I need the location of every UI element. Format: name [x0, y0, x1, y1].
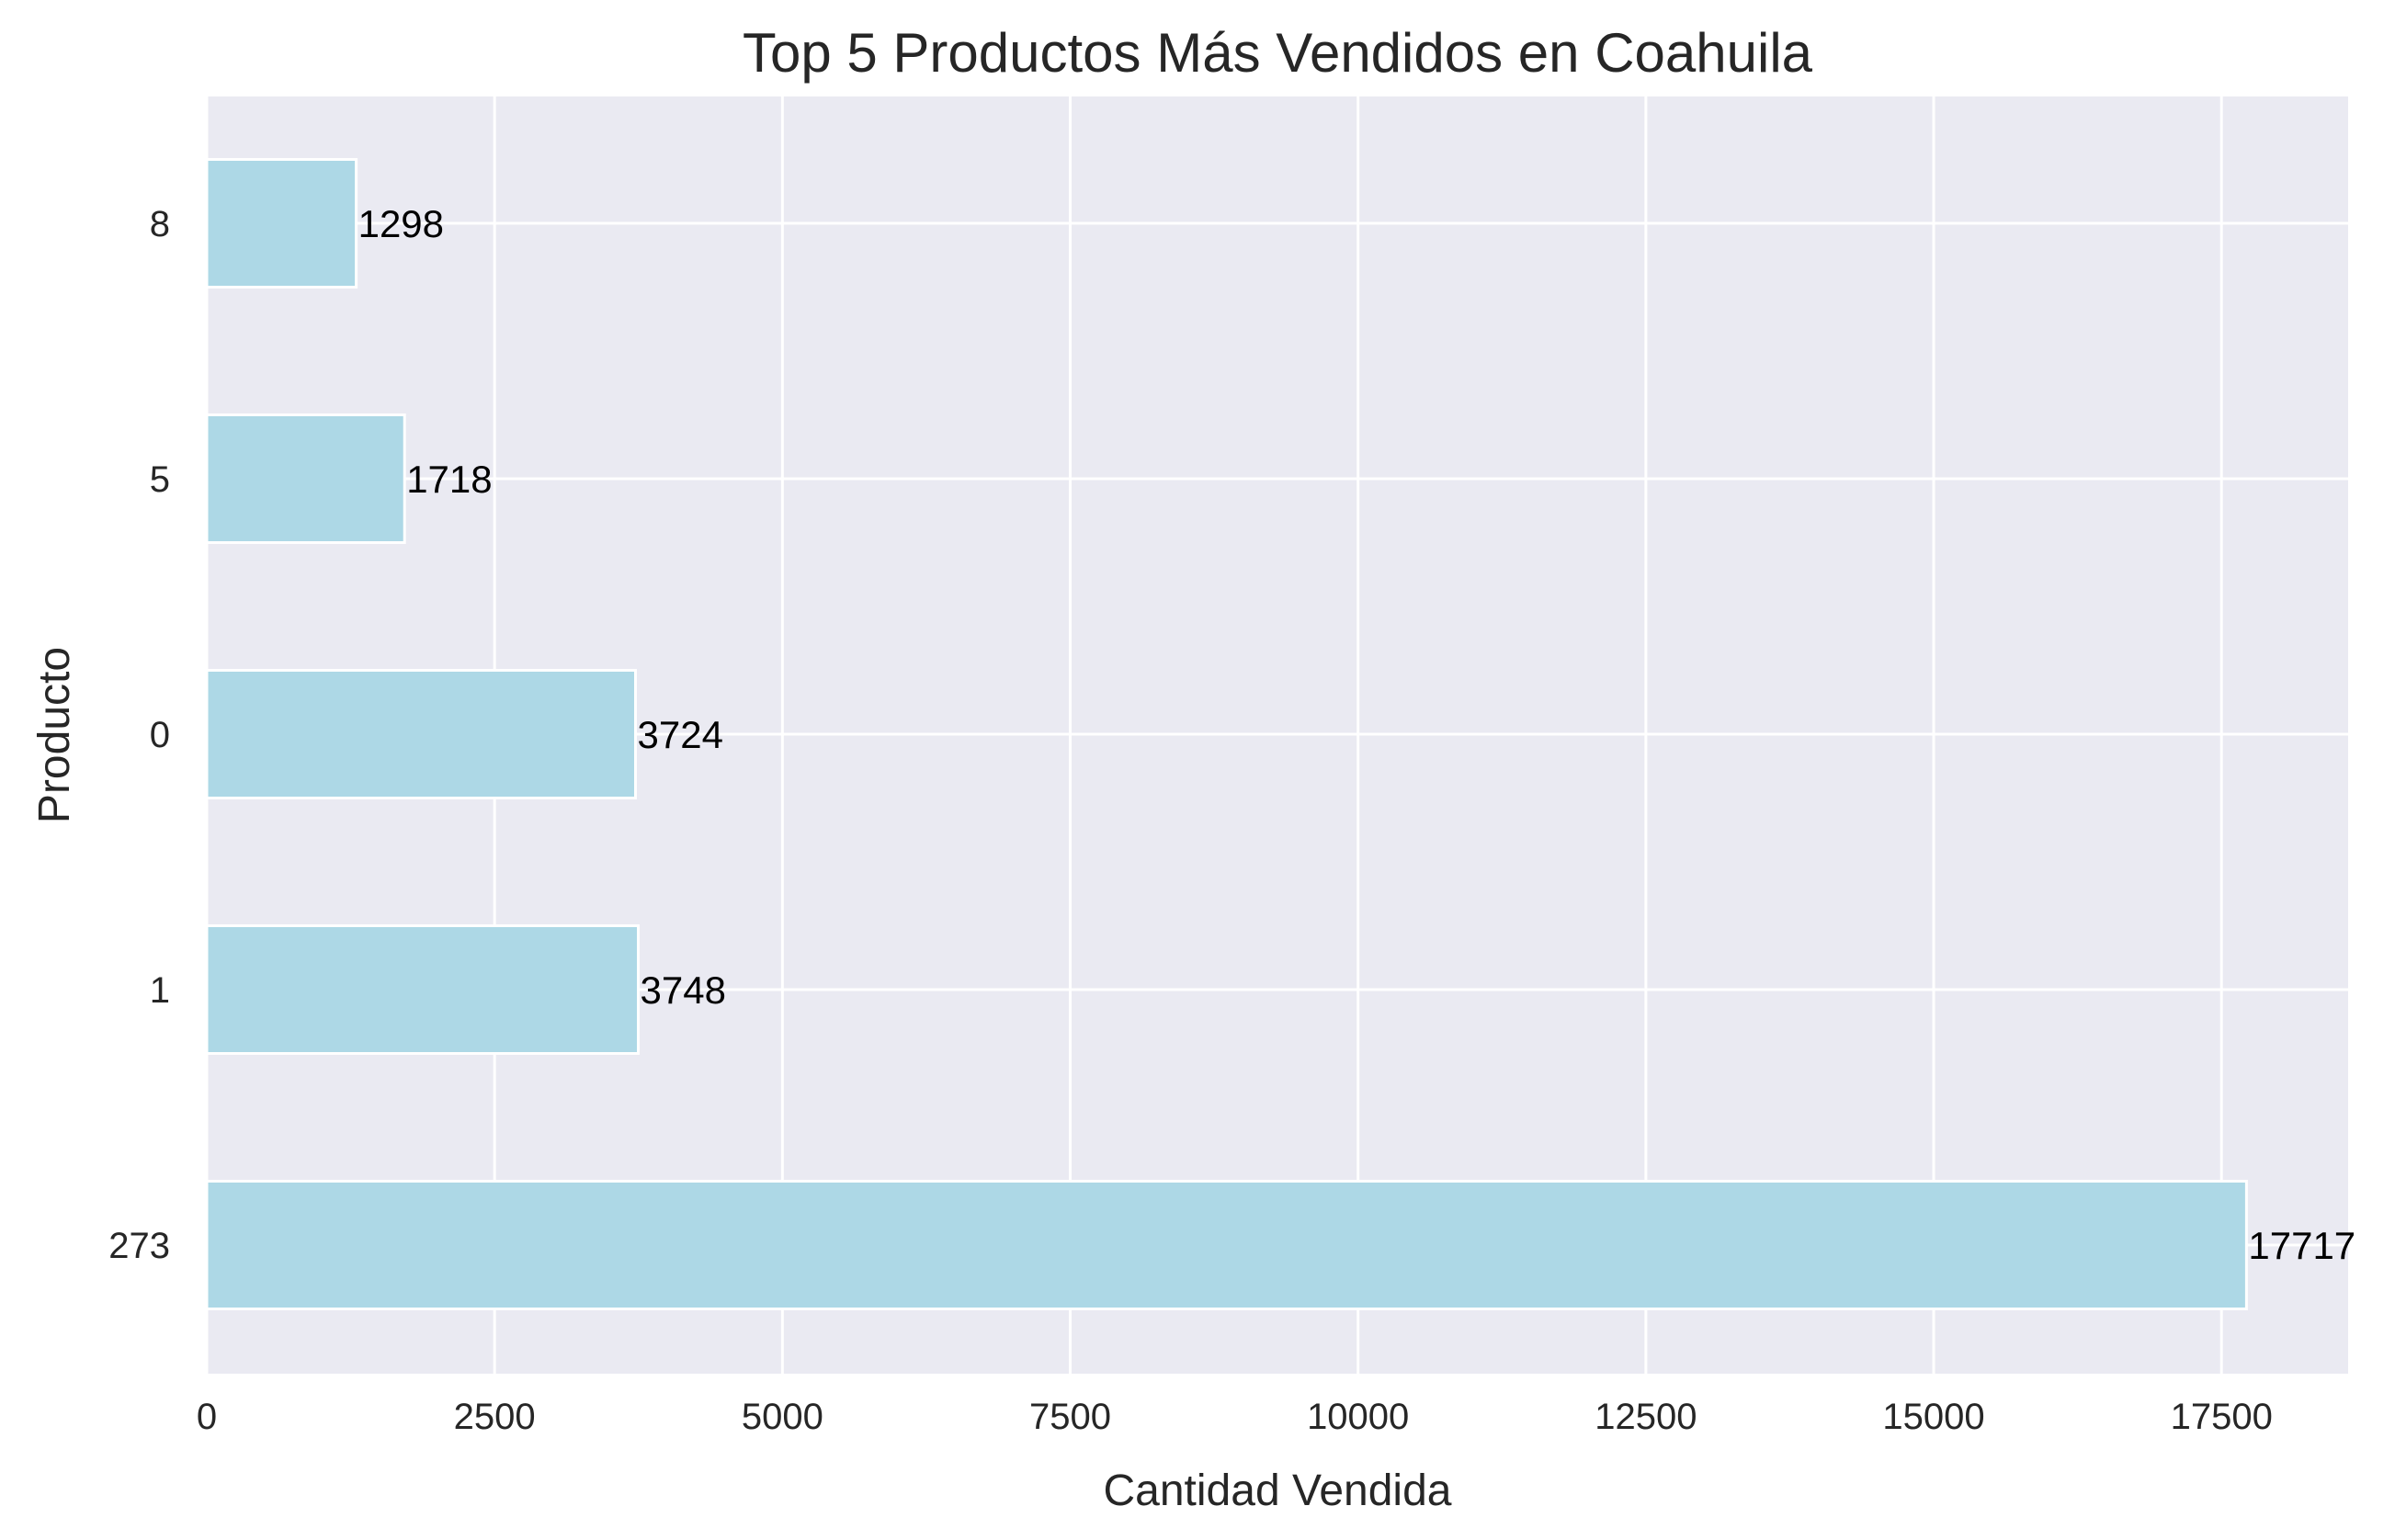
bar-8 — [205, 158, 358, 289]
data-label-5: 1718 — [406, 458, 492, 501]
bars — [205, 158, 2248, 1310]
x-tick-label: 10000 — [1307, 1397, 1409, 1437]
chart-title: Top 5 Productos Más Vendidos en Coahuila — [743, 22, 1813, 84]
data-labels: 17717 3748 3724 1718 1298 — [358, 202, 2356, 1267]
y-axis-label: Producto — [30, 647, 79, 823]
data-label-8: 1298 — [358, 202, 444, 245]
x-tick-labels: 0 2500 5000 7500 10000 12500 15000 17500 — [197, 1397, 2273, 1437]
x-tick-label: 7500 — [1029, 1397, 1111, 1437]
x-tick-label: 17500 — [2171, 1397, 2273, 1437]
y-tick-label-273: 273 — [108, 1226, 170, 1266]
y-tick-label-8: 8 — [150, 204, 170, 244]
bar-1 — [205, 924, 641, 1055]
x-tick-label: 15000 — [1882, 1397, 1984, 1437]
x-tick-label: 12500 — [1595, 1397, 1697, 1437]
data-label-1: 3748 — [641, 968, 726, 1012]
bar-5 — [205, 413, 406, 544]
data-label-273: 17717 — [2248, 1224, 2355, 1267]
y-tick-label-1: 1 — [150, 970, 170, 1011]
data-label-0: 3724 — [638, 713, 723, 756]
y-tick-label-0: 0 — [150, 715, 170, 755]
x-tick-label: 2500 — [454, 1397, 536, 1437]
x-tick-label: 0 — [197, 1397, 217, 1437]
bar-273 — [205, 1180, 2248, 1310]
x-axis-label: Cantidad Vendida — [1104, 1466, 1452, 1515]
x-tick-label: 5000 — [742, 1397, 823, 1437]
y-tick-labels: 273 1 0 5 8 — [108, 204, 170, 1266]
bar-0 — [205, 669, 638, 799]
y-tick-label-5: 5 — [150, 459, 170, 500]
